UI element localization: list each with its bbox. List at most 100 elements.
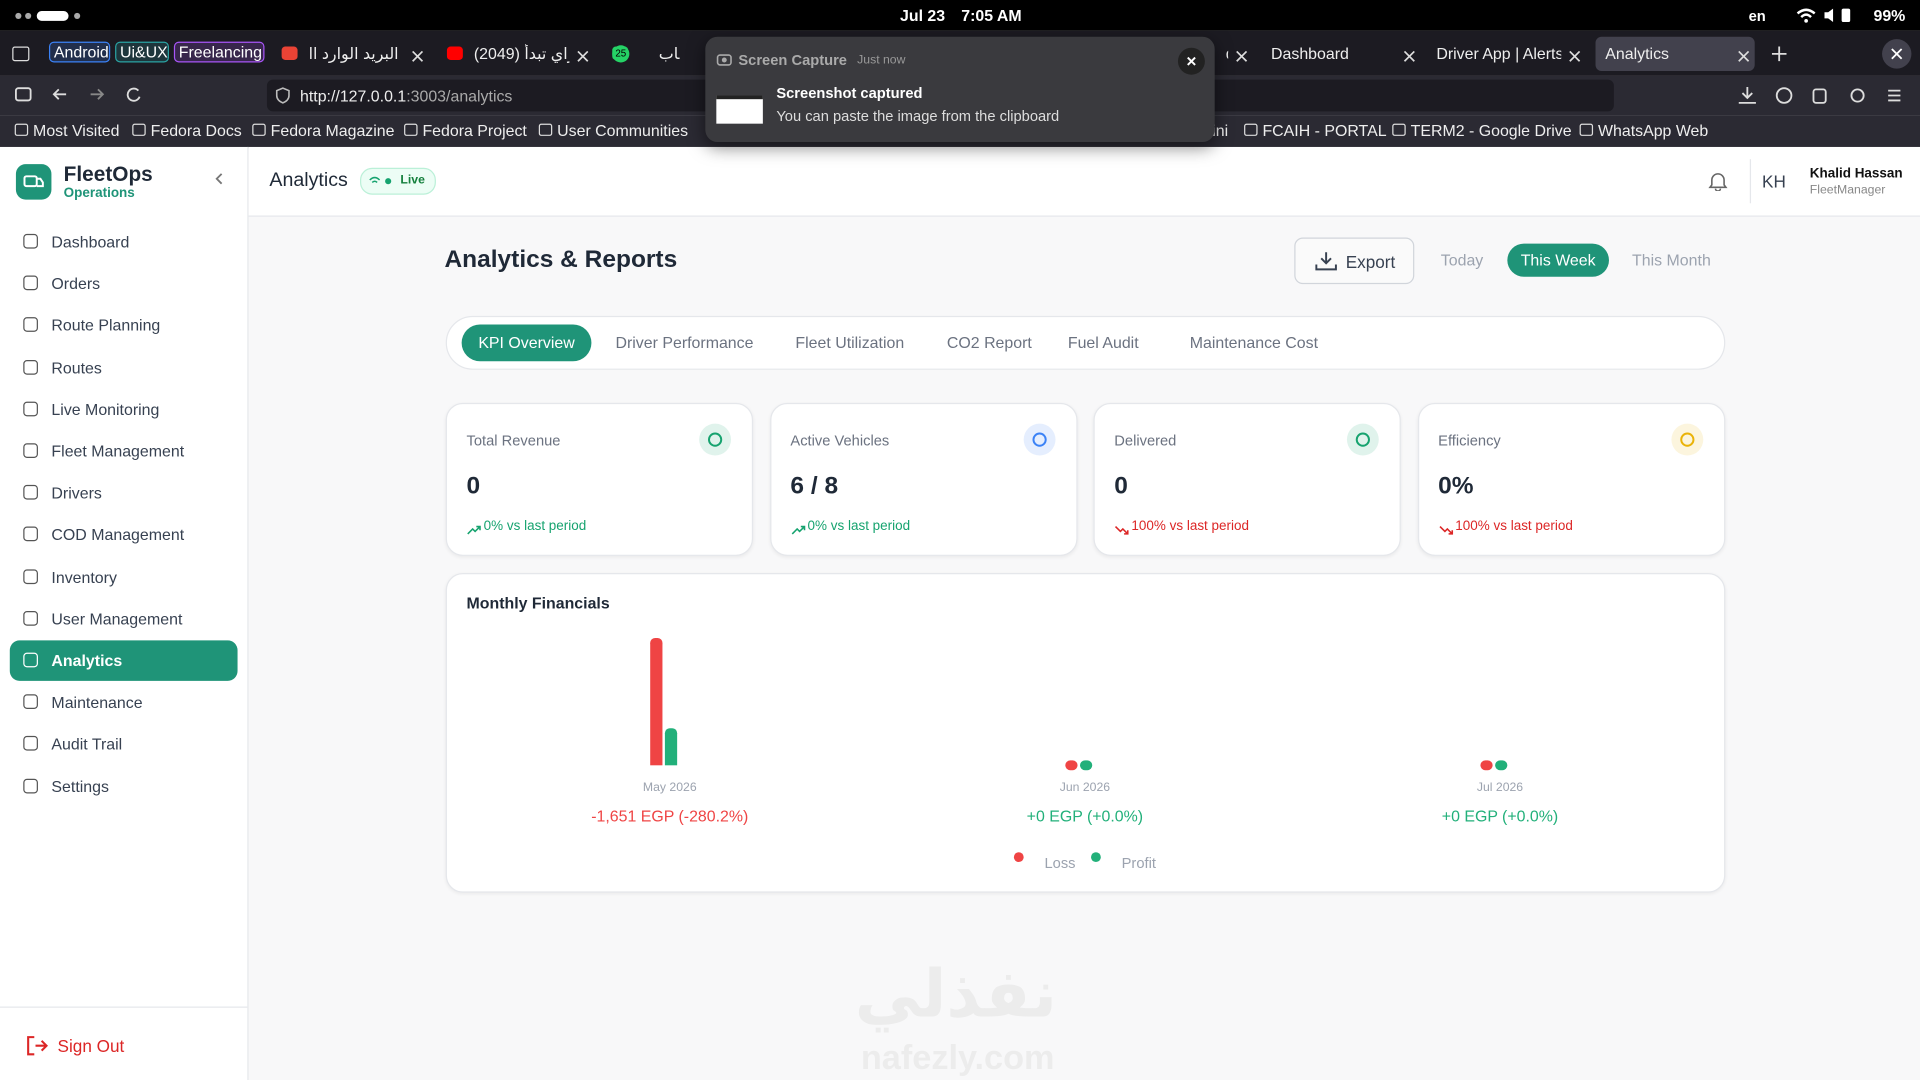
nav-item[interactable]: Route Planning	[10, 305, 238, 345]
report-tab[interactable]: Fuel Audit	[1067, 333, 1139, 352]
kpi-icon	[1346, 423, 1379, 456]
nav-icon	[23, 401, 38, 417]
chart-title: Monthly Financials	[467, 596, 610, 613]
bookmark[interactable]: TERM2 - Google Drive	[1410, 121, 1572, 140]
range-option[interactable]: This Month	[1632, 251, 1711, 270]
kpi-change: 0% vs last period	[483, 519, 587, 534]
net-label: -1,651 EGP (-280.2%)	[591, 809, 748, 826]
tab-list-icon[interactable]	[12, 46, 30, 62]
range-option[interactable]: This Week	[1507, 243, 1609, 277]
tab-group[interactable]: Android	[48, 41, 111, 63]
tab[interactable]: Dashboard	[1261, 37, 1420, 71]
nav-icon	[23, 694, 38, 710]
tab[interactable]: Analytics	[1595, 36, 1755, 72]
export-button[interactable]: Export	[1294, 237, 1415, 285]
report-tab[interactable]: Driver Performance	[615, 333, 754, 352]
bookmark-icon	[1579, 123, 1594, 136]
kpi-label: Efficiency	[1438, 432, 1501, 450]
tab[interactable]: Driver App | Alerts	[1427, 37, 1586, 71]
app-header: Analytics Live KH Khalid Hassan FleetMan…	[248, 146, 1920, 217]
bookmark[interactable]: Fedora Magazine	[270, 121, 395, 140]
nav-buttons[interactable]	[15, 86, 150, 106]
kpi-card: Delivered 0 100% vs last period	[1093, 402, 1401, 556]
tab-close[interactable]	[1236, 47, 1248, 62]
bar-cap	[1065, 760, 1078, 771]
bookmark[interactable]: ini	[1212, 121, 1229, 140]
bookmark[interactable]: FCAIH - PORTAL	[1262, 121, 1387, 140]
tab-group[interactable]: Ui&UX	[115, 41, 169, 63]
nav-icon	[23, 610, 38, 626]
nav-item[interactable]: Audit Trail	[10, 724, 238, 764]
nav-item[interactable]: Dashboard	[10, 222, 238, 262]
kpi-card: Efficiency 0% 100% vs last period	[1417, 402, 1725, 556]
report-tab[interactable]: Fleet Utilization	[795, 333, 905, 352]
tab-group[interactable]: Freelancing	[173, 41, 265, 63]
sidebar: FleetOps Operations Sign Out Dashboard Or…	[0, 146, 249, 1080]
nav-icon	[23, 736, 38, 752]
bookmark-icon	[538, 123, 553, 136]
nav-item[interactable]: Orders	[10, 263, 238, 303]
nav-item[interactable]: Fleet Management	[10, 431, 238, 471]
kpi-icon	[1670, 423, 1703, 456]
collapse-button[interactable]	[213, 171, 225, 186]
divider	[0, 1006, 248, 1008]
toolbar-icons[interactable]	[1736, 86, 1907, 106]
tab-close[interactable]	[1403, 47, 1415, 62]
notification-app: Screen Capture	[738, 51, 847, 69]
bookmark[interactable]: Fedora Project	[422, 121, 527, 140]
nav-icon	[23, 652, 38, 668]
sign-out[interactable]: Sign Out	[57, 1035, 125, 1056]
bookmark[interactable]: Fedora Docs	[150, 121, 242, 140]
bookmark[interactable]: User Communities	[557, 121, 689, 140]
nav-icon	[23, 317, 38, 333]
nav-icon	[23, 443, 38, 458]
bar-cap	[1495, 760, 1508, 771]
tab[interactable]: البريد الوارد اا	[281, 37, 429, 71]
trend-icon	[467, 520, 482, 535]
bookmark-icon	[1244, 123, 1258, 136]
notification-close[interactable]	[1177, 47, 1205, 75]
bookmark[interactable]: Most Visited	[33, 121, 120, 140]
legend-label[interactable]: Profit	[1122, 856, 1156, 872]
nav-label: User Management	[51, 609, 183, 628]
bookmark-icon	[132, 123, 146, 136]
live-badge: Live	[360, 167, 436, 195]
legend-label[interactable]: Loss	[1044, 856, 1075, 872]
tab-close[interactable]	[1738, 47, 1750, 62]
bookmark[interactable]: WhatsApp Web	[1597, 121, 1709, 140]
nav-icon	[23, 485, 38, 500]
nav-item[interactable]: Inventory	[10, 557, 238, 597]
window-close[interactable]	[1882, 39, 1912, 69]
range-option[interactable]: Today	[1440, 251, 1484, 270]
tab[interactable]: d	[1216, 37, 1253, 71]
nav-item[interactable]: Routes	[10, 347, 238, 387]
notifications-bell[interactable]	[1708, 171, 1728, 192]
report-tab[interactable]: Maintenance Cost	[1189, 333, 1319, 352]
tab-close[interactable]	[411, 47, 424, 62]
tab-close[interactable]	[1569, 47, 1581, 62]
nav-label: Live Monitoring	[51, 400, 160, 419]
nav-item[interactable]: Live Monitoring	[10, 389, 238, 429]
report-tab[interactable]: KPI Overview	[461, 324, 592, 362]
nav-item[interactable]: Drivers	[10, 473, 238, 513]
report-tab[interactable]: CO2 Report	[946, 333, 1032, 352]
avatar-initials[interactable]: KH	[1762, 171, 1786, 192]
nav-item[interactable]: Settings	[10, 766, 238, 806]
brand-name: FleetOps	[63, 162, 153, 187]
tab[interactable]: (2049) ازاي تبدأ	[446, 37, 594, 71]
tab-close[interactable]	[577, 47, 589, 62]
tab-title: واتساب	[658, 44, 680, 63]
bar	[664, 733, 678, 766]
tab[interactable]: 25 واتساب	[612, 37, 704, 71]
trend-icon	[790, 520, 805, 535]
nav-item[interactable]: COD Management	[10, 515, 238, 555]
kpi-label: Total Revenue	[466, 432, 561, 450]
new-tab[interactable]	[1771, 45, 1787, 62]
nav-item[interactable]: User Management	[10, 599, 238, 639]
date: Jul 23	[900, 6, 946, 25]
tab-title: Analytics	[1605, 44, 1670, 63]
notification-time: Just now	[857, 53, 906, 68]
notification-title: Screenshot captured	[776, 84, 923, 102]
nav-item[interactable]: Analytics	[9, 640, 238, 681]
nav-item[interactable]: Maintenance	[10, 682, 238, 722]
